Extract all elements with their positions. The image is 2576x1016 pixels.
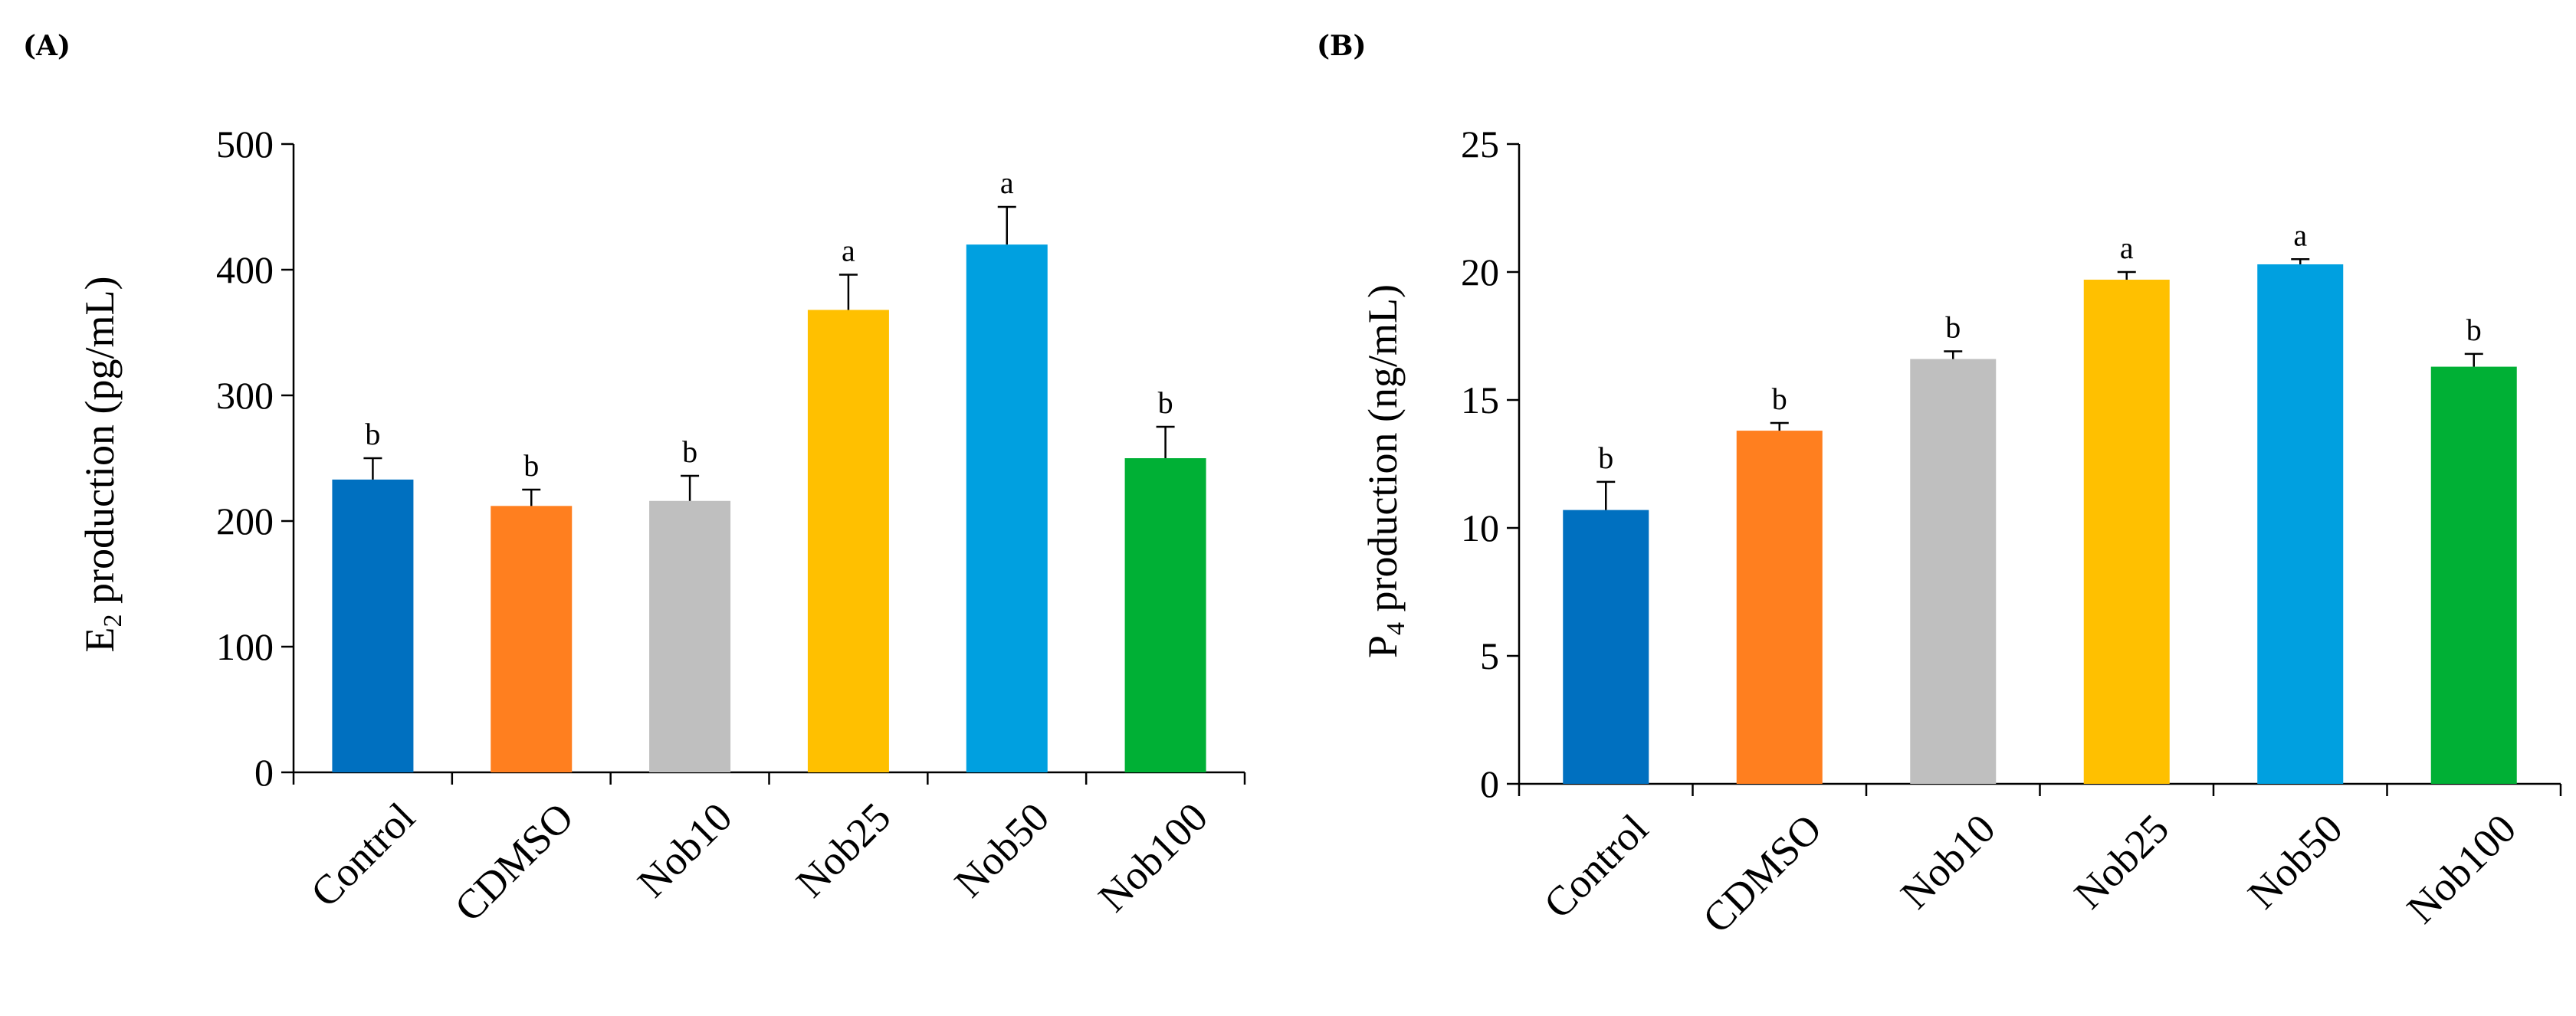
y-tick-label: 0 xyxy=(1480,762,1499,805)
y-tick-label: 20 xyxy=(1461,251,1499,293)
panel-a: (A) E2 production (pg/mL) 0 100 200 300 400 5… xyxy=(23,30,1246,930)
panel-label-b: (B) xyxy=(1317,30,1367,62)
bar-nob25 xyxy=(807,310,889,773)
category-label: Nob10 xyxy=(1892,805,2003,917)
bar-nob10 xyxy=(649,500,731,772)
category-label: Nob100 xyxy=(2398,805,2525,932)
category-label: Nob25 xyxy=(787,794,899,906)
category-label: CDMSO xyxy=(1694,805,1830,942)
y-tick-label: 200 xyxy=(216,500,274,542)
significance-label: a xyxy=(2293,218,2307,252)
y-tick-label: 100 xyxy=(216,625,274,668)
bar-cdmso xyxy=(491,506,573,772)
bar-nob100 xyxy=(2430,366,2517,785)
y-tick-label: 300 xyxy=(216,374,274,417)
significance-label: b xyxy=(2466,313,2482,347)
panel-b: (B) P4 production (ng/mL) 0 5 10 15 20 25 b Con… xyxy=(1317,30,2562,942)
significance-label: b xyxy=(1598,441,1613,475)
significance-label: b xyxy=(365,417,380,451)
y-tick-label: 15 xyxy=(1461,379,1499,421)
y-axis-title-main: E xyxy=(77,627,123,652)
y-axis-title-b: P4 production (ng/mL) xyxy=(1360,284,1410,658)
category-label: Control xyxy=(302,794,424,916)
category-label: Nob50 xyxy=(946,794,1058,906)
y-tick-label: 400 xyxy=(216,248,274,291)
y-tick-label: 5 xyxy=(1480,634,1499,677)
bar-cdmso xyxy=(1736,431,1823,784)
y-tick-label: 10 xyxy=(1461,506,1499,549)
significance-label: b xyxy=(682,434,697,469)
bar-nob100 xyxy=(1124,458,1206,772)
bar-nob50 xyxy=(966,244,1048,772)
category-label: Nob50 xyxy=(2239,805,2351,917)
y-tick-label: 500 xyxy=(216,123,274,166)
y-tick-label: 0 xyxy=(254,751,274,794)
bar-control xyxy=(1563,510,1649,784)
significance-label: a xyxy=(1000,166,1014,200)
significance-label: b xyxy=(1772,382,1787,416)
significance-label: a xyxy=(842,234,855,268)
bar-nob50 xyxy=(2257,264,2344,785)
significance-label: a xyxy=(2120,231,2134,265)
panel-label-a: (A) xyxy=(23,30,71,62)
y-axis-title-rest: production (ng/mL) xyxy=(1360,284,1406,622)
y-tick-label: 25 xyxy=(1461,123,1499,166)
significance-label: b xyxy=(1158,385,1173,420)
category-label: Nob25 xyxy=(2066,805,2177,917)
category-label: Nob100 xyxy=(1090,794,1216,920)
bar-nob25 xyxy=(2083,280,2170,784)
significance-label: b xyxy=(523,448,539,483)
significance-label: b xyxy=(1945,310,1961,345)
bar-nob10 xyxy=(1910,359,1997,784)
category-label: CDMSO xyxy=(446,794,582,930)
category-label: Control xyxy=(1535,805,1657,927)
y-axis-title-a: E2 production (pg/mL) xyxy=(77,277,127,653)
bar-control xyxy=(332,479,414,772)
y-axis-title-subscript: 4 xyxy=(1382,622,1410,635)
category-label: Nob10 xyxy=(628,794,740,906)
y-axis-title-main: P xyxy=(1360,635,1406,658)
y-axis-title-rest: production (pg/mL) xyxy=(77,277,123,615)
y-axis-title-subscript: 2 xyxy=(99,614,127,627)
